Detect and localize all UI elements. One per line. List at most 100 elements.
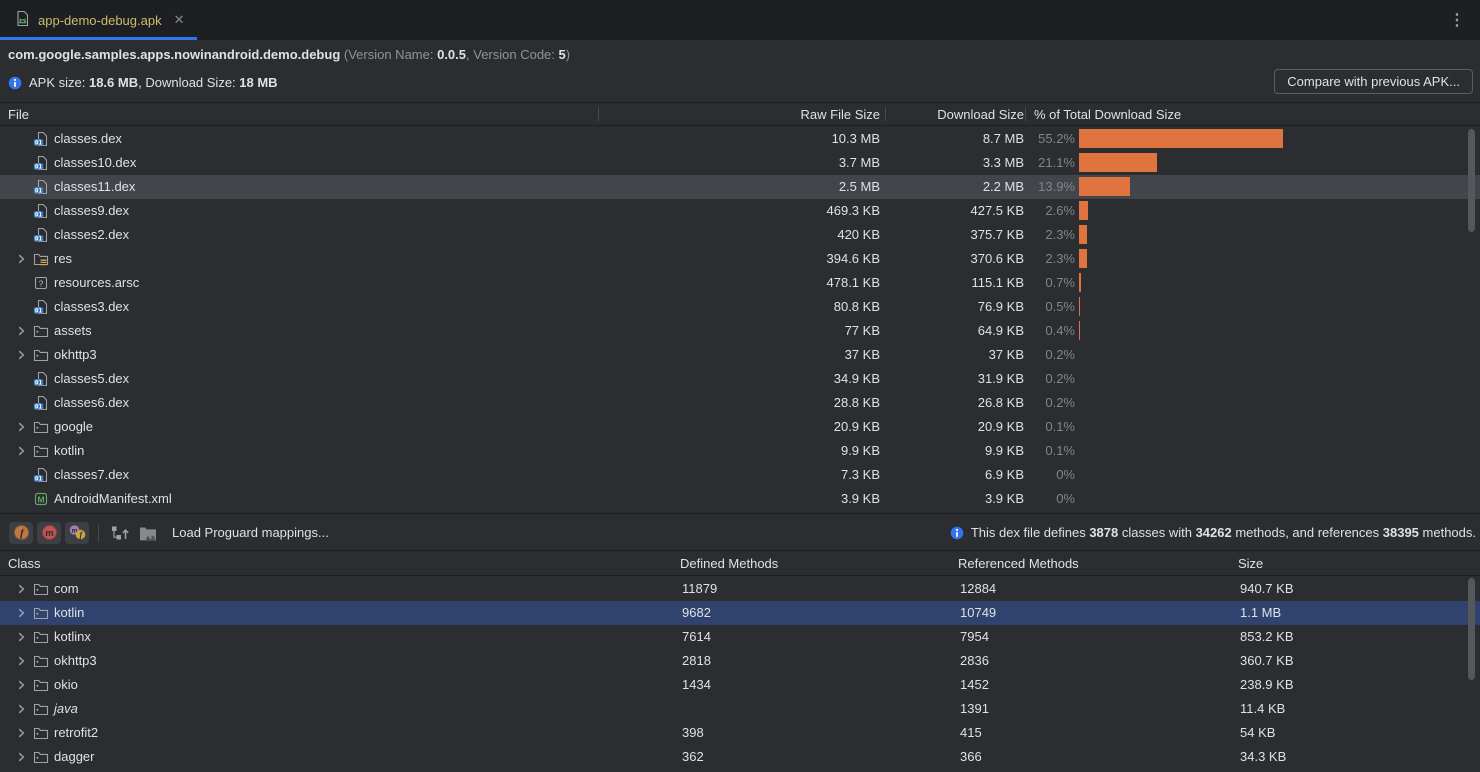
percent-of-total: 0.4%: [1045, 323, 1075, 338]
class-row[interactable]: java 1391 11.4 KB: [0, 697, 1480, 721]
file-tree-row[interactable]: 01 classes3.dex 80.8 KB 76.9 KB 0.5%: [0, 295, 1480, 319]
show-referenced-nodes-toggle[interactable]: m f: [65, 521, 89, 544]
tab-title: app-demo-debug.apk: [38, 12, 162, 28]
file-tree-row[interactable]: 01 classes7.dex 7.3 KB 6.9 KB 0%: [0, 463, 1480, 487]
chevron-right-icon[interactable]: [13, 653, 29, 669]
file-tree-row[interactable]: 01 classes11.dex 2.5 MB 2.2 MB 13.9%: [0, 175, 1480, 199]
defined-methods: 7614: [682, 629, 711, 644]
column-header-percent[interactable]: % of Total Download Size: [1034, 107, 1182, 122]
package-name: java: [54, 701, 78, 716]
column-header-class[interactable]: Class: [8, 556, 41, 571]
dex-toolbar: f m m f: [0, 513, 1480, 550]
percent-of-total: 21.1%: [1038, 155, 1075, 170]
file-tree-row[interactable]: M AndroidManifest.xml 3.9 KB 3.9 KB 0%: [0, 487, 1480, 511]
file-name: classes5.dex: [54, 371, 130, 386]
column-divider: [1025, 107, 1026, 121]
file-tree-row[interactable]: assets 77 KB 64.9 KB 0.4%: [0, 319, 1480, 343]
chevron-right-icon[interactable]: [13, 605, 29, 621]
show-fields-toggle[interactable]: f: [9, 521, 33, 544]
chevron-right-icon[interactable]: [13, 581, 29, 597]
file-tree-row[interactable]: 01 classes5.dex 34.9 KB 31.9 KB 0.2%: [0, 367, 1480, 391]
package-folder-icon: [33, 725, 49, 741]
chevron-right-icon[interactable]: [13, 323, 29, 339]
load-proguard-mappings-label[interactable]: Load Proguard mappings...: [172, 525, 329, 540]
package-folder-icon: [33, 581, 49, 597]
column-header-size[interactable]: Size: [1238, 556, 1264, 571]
chevron-right-icon[interactable]: [13, 629, 29, 645]
package-name: okio: [54, 677, 78, 692]
class-row[interactable]: okhttp3 2818 2836 360.7 KB: [0, 649, 1480, 673]
percent-of-total: 55.2%: [1038, 131, 1075, 146]
method-icon: m: [41, 525, 57, 540]
column-header-raw-size[interactable]: Raw File Size: [800, 107, 880, 122]
file-name: classes9.dex: [54, 203, 130, 218]
column-header-file[interactable]: File: [8, 107, 29, 122]
column-header-referenced-methods[interactable]: Referenced Methods: [958, 556, 1079, 571]
raw-file-size: 3.7 MB: [838, 155, 880, 170]
file-tree-row[interactable]: kotlin 9.9 KB 9.9 KB 0.1%: [0, 439, 1480, 463]
percent-bar: [1079, 177, 1130, 196]
column-header-defined-methods[interactable]: Defined Methods: [680, 556, 779, 571]
file-tree-row[interactable]: 01 classes.dex 10.3 MB 8.7 MB 55.2%: [0, 127, 1480, 151]
download-size: 37 KB: [988, 347, 1024, 362]
class-row[interactable]: dagger 362 366 34.3 KB: [0, 745, 1480, 769]
raw-file-size: 420 KB: [837, 227, 880, 242]
file-tree-row[interactable]: ? resources.arsc 478.1 KB 115.1 KB 0.7%: [0, 271, 1480, 295]
class-row[interactable]: kotlinx 7614 7954 853.2 KB: [0, 625, 1480, 649]
percent-of-total: 0.1%: [1045, 443, 1075, 458]
percent-bar: [1079, 201, 1088, 220]
referenced-methods: 366: [960, 749, 982, 764]
referenced-methods: 7954: [960, 629, 989, 644]
percent-bar: [1079, 225, 1087, 244]
tab-options-kebab-icon[interactable]: ⋮: [1449, 12, 1466, 29]
svg-text:01: 01: [35, 211, 43, 218]
chevron-right-icon[interactable]: [13, 677, 29, 693]
package-folder-icon: [33, 653, 49, 669]
chevron-right-icon[interactable]: [13, 749, 29, 765]
class-row[interactable]: retrofit2 398 415 54 KB: [0, 721, 1480, 745]
chevron-right-icon[interactable]: [13, 347, 29, 363]
percent-of-total: 2.3%: [1045, 227, 1075, 242]
file-name: classes7.dex: [54, 467, 130, 482]
class-row[interactable]: okio 1434 1452 238.9 KB: [0, 673, 1480, 697]
dex-file-icon: 01: [33, 371, 49, 387]
download-size: 8.7 MB: [982, 131, 1024, 146]
deobfuscate-folder-icon[interactable]: a.b: [136, 522, 160, 544]
chevron-right-icon[interactable]: [13, 251, 29, 267]
chevron-right-icon[interactable]: [13, 725, 29, 741]
class-row[interactable]: kotlin 9682 10749 1.1 MB: [0, 601, 1480, 625]
file-name: assets: [54, 323, 92, 338]
folder-icon: [33, 443, 49, 459]
class-table-scrollbar[interactable]: [1468, 578, 1475, 680]
file-tree-row[interactable]: okhttp3 37 KB 37 KB 0.2%: [0, 343, 1480, 367]
file-tree-row[interactable]: res 394.6 KB 370.6 KB 2.3%: [0, 247, 1480, 271]
dex-info-line: This dex file defines 3878 classes with …: [950, 514, 1476, 551]
svg-text:01: 01: [35, 139, 43, 146]
file-table-scrollbar[interactable]: [1468, 129, 1475, 232]
package-folder-icon: [33, 677, 49, 693]
file-tree-row[interactable]: 01 classes2.dex 420 KB 375.7 KB 2.3%: [0, 223, 1480, 247]
class-row[interactable]: com 11879 12884 940.7 KB: [0, 577, 1480, 601]
file-name: resources.arsc: [54, 275, 140, 290]
file-tree-row[interactable]: google 20.9 KB 20.9 KB 0.1%: [0, 415, 1480, 439]
column-header-download-size[interactable]: Download Size: [937, 107, 1024, 122]
file-name: classes2.dex: [54, 227, 130, 242]
chevron-right-icon[interactable]: [13, 443, 29, 459]
file-tree-row[interactable]: 01 classes6.dex 28.8 KB 26.8 KB 0.2%: [0, 391, 1480, 415]
dex-file-icon: 01: [33, 395, 49, 411]
file-tree-row[interactable]: 01 classes9.dex 469.3 KB 427.5 KB 2.6%: [0, 199, 1480, 223]
package-version-line: com.google.samples.apps.nowinandroid.dem…: [8, 47, 571, 62]
chevron-right-icon[interactable]: [13, 701, 29, 717]
tab-close-icon[interactable]: ✕: [173, 12, 185, 27]
tab-apk-file[interactable]: app-demo-debug.apk ✕: [0, 0, 199, 40]
show-methods-toggle[interactable]: m: [37, 521, 61, 544]
percent-of-total: 0.1%: [1045, 419, 1075, 434]
file-tree-row[interactable]: 01 classes10.dex 3.7 MB 3.3 MB 21.1%: [0, 151, 1480, 175]
referenced-methods: 1391: [960, 701, 989, 716]
expand-tree-icon[interactable]: [108, 522, 132, 544]
compare-apk-button[interactable]: Compare with previous APK...: [1274, 69, 1473, 94]
package-folder-icon: [33, 629, 49, 645]
file-name: classes11.dex: [54, 179, 136, 194]
defined-methods: 9682: [682, 605, 711, 620]
chevron-right-icon[interactable]: [13, 419, 29, 435]
